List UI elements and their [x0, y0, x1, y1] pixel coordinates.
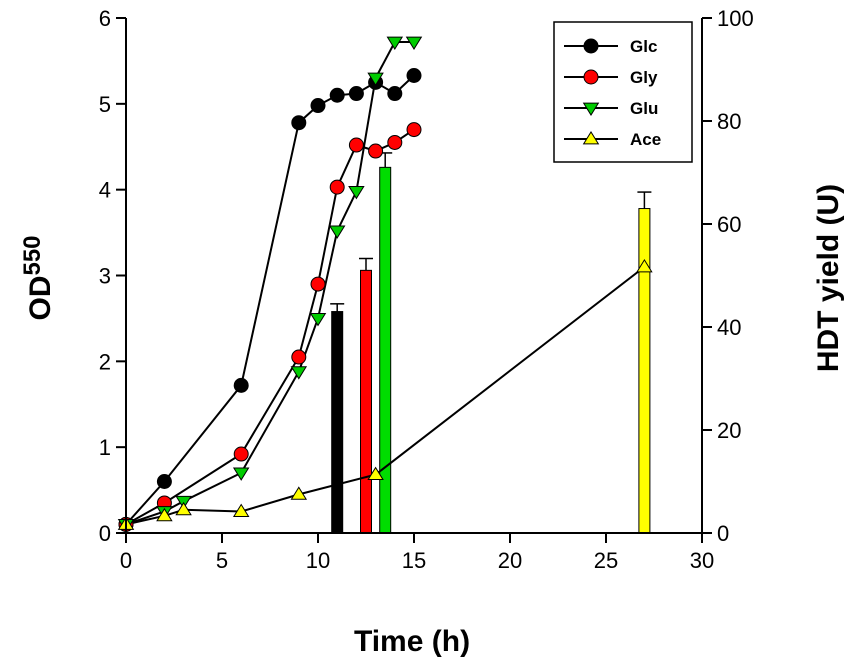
- x-tick-label-5: 5: [216, 548, 228, 573]
- y-left-axis-title-superscript: 550: [19, 235, 46, 275]
- legend-glc-marker: [583, 38, 599, 54]
- series-ace-point-3: [232, 503, 250, 517]
- legend-ace-marker: [582, 131, 600, 145]
- y-left-tick-label-5: 5: [99, 92, 111, 117]
- markers-layer: [117, 36, 653, 533]
- y-left-tick-label-1: 1: [99, 435, 111, 460]
- series-glc-point-2: [233, 377, 249, 393]
- x-tick-label-0: 0: [120, 548, 132, 573]
- legend: Glc Gly Glu Ace: [553, 21, 693, 163]
- y-right-tick-label-100: 100: [717, 6, 754, 31]
- y-right-tick-label-80: 80: [717, 109, 741, 134]
- legend-glu-marker: [582, 102, 600, 116]
- series-ace-point-6: [636, 258, 653, 273]
- y-right-axis-title: HDT yield (U): [812, 184, 845, 372]
- series-glu-point-8: [367, 72, 384, 87]
- bar-gly: [360, 269, 372, 534]
- y-right-tick-label-20: 20: [717, 418, 741, 443]
- series-glu-point-5: [309, 313, 327, 327]
- y-right-tick-label-40: 40: [717, 315, 741, 340]
- x-tick-label-10: 10: [306, 548, 330, 573]
- y-left-tick-label-3: 3: [99, 264, 111, 289]
- y-right-tick-label-0: 0: [717, 521, 729, 546]
- legend-glc-label: Glc: [630, 37, 657, 56]
- series-gly-point-3: [291, 349, 307, 365]
- legend-ace-label: Ace: [630, 130, 661, 149]
- series-glc-point-4: [310, 98, 326, 114]
- x-axis-title: Time (h): [354, 625, 470, 658]
- series-gly-point-8: [387, 134, 403, 150]
- series-glc-point-9: [406, 68, 422, 84]
- series-gly-point-7: [368, 143, 384, 159]
- y-left-tick-label-4: 4: [99, 178, 111, 203]
- series-glc-point-3: [291, 115, 307, 131]
- bar-ace: [638, 208, 651, 534]
- bar-glc: [331, 311, 344, 534]
- series-glu-point-6: [328, 225, 346, 239]
- series-glc-point-5: [329, 87, 345, 103]
- series-gly-point-9: [406, 122, 422, 138]
- series-ace-point-1: [156, 507, 173, 522]
- series-glu-point-10: [405, 36, 423, 50]
- series-glu-point-9: [386, 36, 404, 50]
- y-left-axis-title: OD550: [19, 235, 57, 320]
- y-left-axis-title-base: OD: [24, 276, 57, 321]
- series-gly-point-4: [310, 276, 326, 292]
- x-tick-label-15: 15: [402, 548, 426, 573]
- y-right-tick-label-60: 60: [717, 212, 741, 237]
- series-gly-point-6: [348, 137, 364, 153]
- series-glc-line: [125, 74, 415, 526]
- series-glu-point-3: [232, 467, 250, 481]
- legend-gly-label: Gly: [630, 68, 658, 87]
- x-tick-label-30: 30: [690, 548, 714, 573]
- series-glc-point-8: [387, 86, 403, 102]
- series-gly-point-2: [233, 446, 249, 462]
- legend-glu-label: Glu: [630, 99, 658, 118]
- series-ace-point-5: [367, 466, 384, 481]
- legend-box: [553, 21, 693, 163]
- series-glc-point-1: [156, 474, 172, 489]
- series-glc-point-6: [348, 86, 364, 102]
- series-gly-point-5: [329, 179, 345, 195]
- legend-gly-marker: [583, 69, 599, 85]
- series-gly-line: [125, 128, 415, 526]
- series-glu-point-4: [290, 366, 308, 380]
- y-left-tick-label-0: 0: [99, 521, 111, 546]
- series-glu-point-7: [348, 185, 365, 200]
- y-left-tick-label-6: 6: [99, 6, 111, 31]
- y-left-tick-label-2: 2: [99, 349, 111, 374]
- series-ace-point-2: [175, 501, 192, 516]
- x-tick-label-25: 25: [594, 548, 618, 573]
- series-ace-point-4: [290, 486, 308, 500]
- x-tick-label-20: 20: [498, 548, 522, 573]
